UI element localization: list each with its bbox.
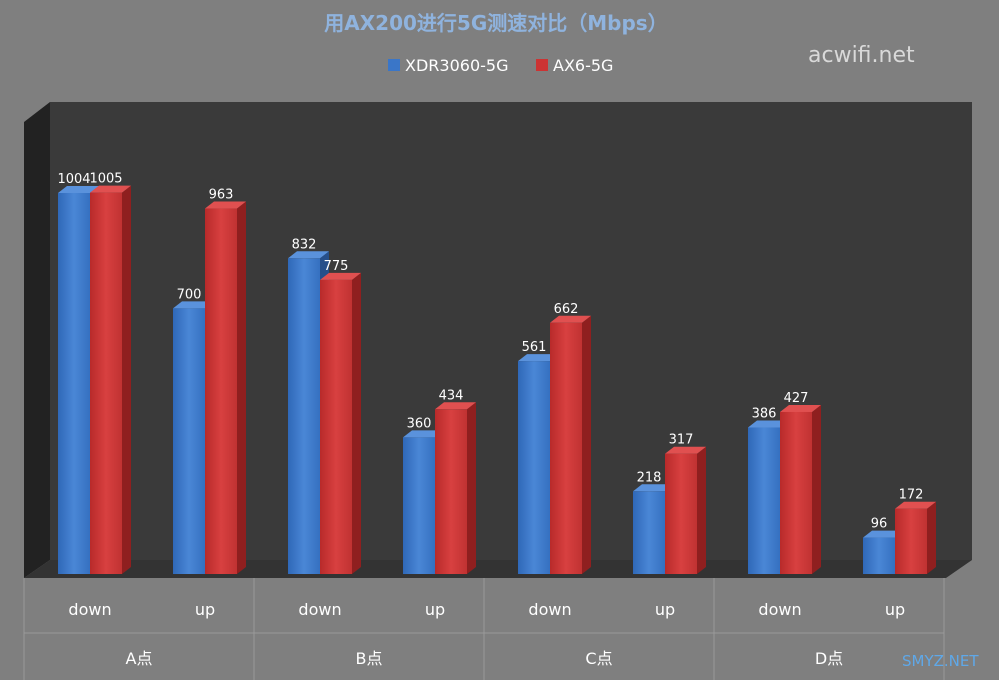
group-tick: A点 [126,649,153,668]
group-ticks-layer: A点 B点 C点 D点 [126,649,844,668]
group-tick: B点 [356,649,383,668]
data-label-xdr: 1004 [57,172,90,187]
bar-side-ax6 [812,404,821,574]
category-tick: down [528,600,571,619]
category-tick: up [425,600,445,619]
data-label-ax6: 662 [554,302,579,317]
bar-side-ax6 [467,402,476,574]
category-tick: down [758,600,801,619]
bar-top-ax6 [320,272,361,280]
data-label-ax6: 963 [209,188,234,203]
bar-top-ax6 [665,446,706,454]
bar-top-ax6 [550,315,591,323]
bar-top-ax6 [780,404,821,412]
bar-top-xdr [633,484,674,492]
category-tick: up [885,600,905,619]
data-label-xdr: 700 [177,287,202,302]
group-tick: C点 [585,649,612,668]
bar-side-ax6 [582,315,591,574]
data-label-xdr: 386 [752,407,777,422]
data-label-ax6: 317 [669,433,694,448]
data-label-ax6: 775 [324,259,349,274]
bar-ax6 [320,279,352,574]
bar-top-ax6 [90,185,131,193]
data-label-ax6: 427 [784,391,809,406]
bar-ax6 [550,322,582,574]
bar-top-xdr [58,186,99,193]
bar-top-xdr [863,530,904,538]
bar-top-xdr [748,420,789,428]
category-tick: up [655,600,675,619]
watermark-smyz: SMYZ.NET [902,652,979,670]
bar-top-ax6 [205,201,246,209]
bar-ax6 [895,508,927,574]
bar-side-ax6 [697,446,706,574]
bar-top-xdr [173,301,214,309]
bar-top-ax6 [895,501,936,509]
category-tick: up [195,600,215,619]
bar-side-ax6 [122,185,131,574]
data-label-ax6: 1005 [89,172,122,187]
bar-side-ax6 [927,501,936,574]
bar-xdr [863,537,895,574]
bar-xdr [518,361,550,574]
legend-swatch-ax6 [536,59,548,71]
data-label-xdr: 832 [292,237,317,252]
bar-xdr [633,491,665,574]
data-label-xdr: 360 [407,416,432,431]
category-tick: down [68,600,111,619]
bar-ax6 [205,208,237,574]
back-wall [50,102,972,560]
bar-xdr [748,427,780,574]
bar-xdr [173,308,205,574]
bar-top-xdr [403,430,444,438]
bar-xdr [58,193,90,574]
data-label-xdr: 96 [871,517,888,532]
legend-label-xdr: XDR3060-5G [405,56,508,75]
bar-top-xdr [288,251,329,259]
category-tick: down [298,600,341,619]
legend: XDR3060-5G AX6-5G [388,56,613,75]
side-wall [24,102,50,578]
legend-label-ax6: AX6-5G [553,56,613,75]
bar-top-ax6 [435,402,476,410]
watermark-acwifi: acwifi.net [808,43,915,68]
bar-side-ax6 [237,201,246,574]
floor [24,560,972,578]
category-ticks-layer: down up down up down up down up [68,600,905,619]
bar-xdr [288,258,320,574]
legend-swatch-xdr [388,59,400,71]
bar-ax6 [780,411,812,574]
bar-xdr [403,437,435,574]
group-tick: D点 [815,649,843,668]
bar-ax6 [665,453,697,574]
data-label-xdr: 218 [637,470,662,485]
bars-layer [58,185,936,574]
data-label-ax6: 434 [439,388,464,403]
category-axis-frame [23,578,945,680]
data-label-xdr: 561 [522,340,547,355]
data-label-ax6: 172 [899,488,924,503]
bar-top-xdr [518,354,559,362]
bar-ax6 [435,409,467,574]
bar-ax6 [90,192,122,574]
bar-side-ax6 [352,272,361,574]
chart-title: 用AX200进行5G测速对比（Mbps） [324,11,667,35]
